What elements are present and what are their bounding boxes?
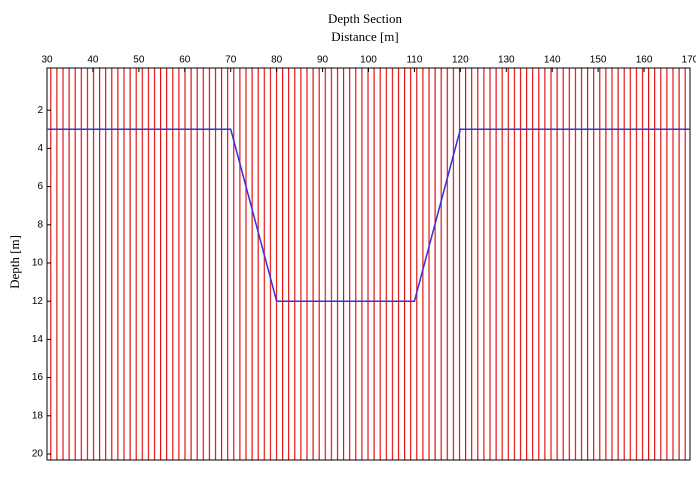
x-tick-label: 120 bbox=[452, 55, 469, 66]
x-tick-label: 70 bbox=[225, 55, 237, 66]
y-tick-label: 4 bbox=[37, 143, 43, 154]
y-tick-label: 10 bbox=[32, 258, 44, 269]
y-tick-label: 18 bbox=[32, 410, 44, 421]
x-tick-label: 80 bbox=[271, 55, 283, 66]
x-tick-label: 130 bbox=[498, 55, 515, 66]
x-tick-label: 60 bbox=[179, 55, 191, 66]
x-tick-label: 30 bbox=[41, 55, 53, 66]
y-tick-label: 12 bbox=[32, 296, 44, 307]
y-tick-label: 8 bbox=[37, 219, 43, 230]
y-tick-label: 14 bbox=[32, 334, 44, 345]
x-tick-label: 110 bbox=[406, 55, 422, 66]
x-axis-label: Distance [m] bbox=[331, 29, 399, 44]
x-tick-label: 100 bbox=[360, 55, 377, 66]
chart-title: Depth Section bbox=[328, 11, 403, 26]
x-tick-label: 150 bbox=[590, 55, 607, 66]
interface-line bbox=[47, 128, 690, 302]
x-tick-label: 160 bbox=[636, 55, 653, 66]
y-tick-label: 20 bbox=[32, 449, 44, 460]
x-tick-label: 50 bbox=[133, 55, 145, 66]
y-tick-label: 2 bbox=[37, 105, 43, 116]
y-tick-label: 6 bbox=[37, 181, 43, 192]
x-tick-label: 40 bbox=[87, 55, 99, 66]
x-tick-label: 140 bbox=[544, 55, 561, 66]
x-tick-label: 90 bbox=[317, 55, 329, 66]
trace-area bbox=[47, 68, 690, 460]
y-axis-label: Depth [m] bbox=[7, 235, 22, 289]
x-tick-label: 170 bbox=[682, 55, 696, 66]
y-tick-label: 16 bbox=[32, 372, 44, 383]
